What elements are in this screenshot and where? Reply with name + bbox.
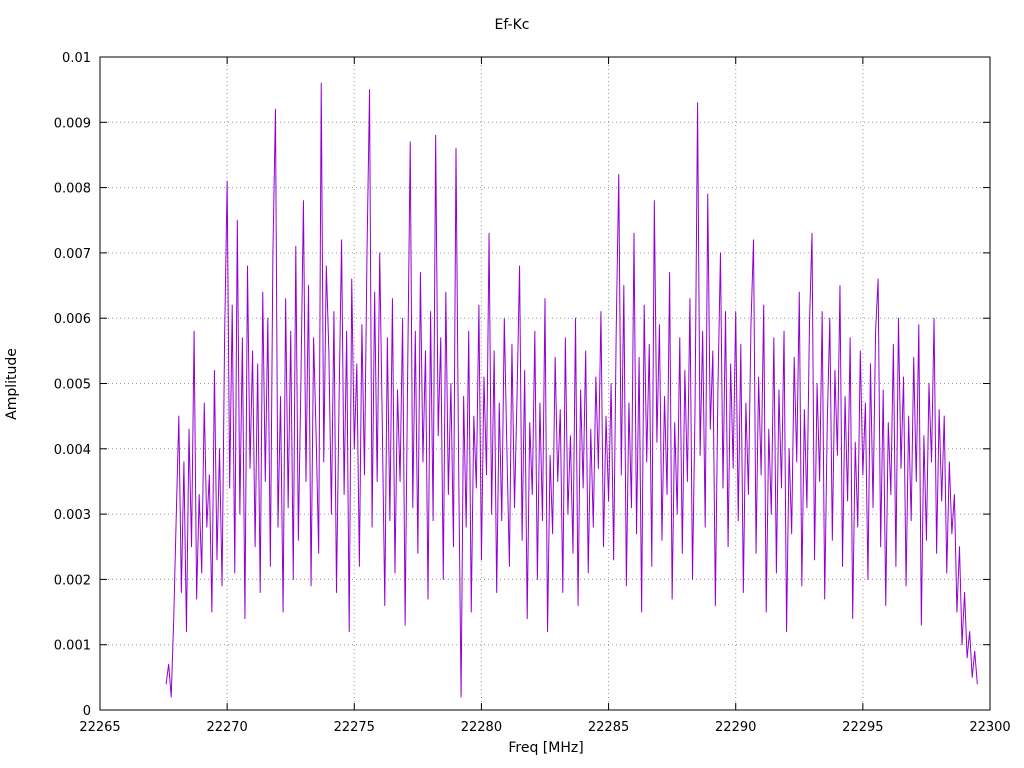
grid-layer [99, 56, 991, 711]
y-tick-label: 0.005 [54, 378, 91, 393]
y-tick-label: 0.009 [54, 116, 91, 131]
series-layer [165, 82, 978, 698]
y-tick-label: 0.007 [54, 247, 91, 262]
chart-title: Ef-Kc [495, 17, 530, 33]
y-tick-label: 0.01 [62, 51, 91, 66]
plot-border [99, 56, 991, 711]
y-tick-label: 0.006 [54, 312, 91, 327]
y-tick-label: 0.002 [54, 573, 91, 588]
y-axis-label: Amplitude [4, 348, 20, 420]
y-tick-label: 0.001 [54, 639, 91, 654]
x-tick-label: 22275 [334, 720, 375, 735]
axis-layer [99, 56, 991, 711]
x-tick-label: 22285 [588, 720, 629, 735]
x-tick-label: 22265 [79, 720, 120, 735]
y-tick-label: 0.008 [54, 182, 91, 197]
y-tick-label: 0 [83, 704, 91, 719]
data-series-line [165, 82, 978, 698]
x-tick-label: 22280 [461, 720, 502, 735]
x-tick-label: 22290 [715, 720, 756, 735]
x-tick-label: 22300 [969, 720, 1010, 735]
y-tick-label: 0.003 [54, 508, 91, 523]
x-axis-label: Freq [MHz] [508, 740, 583, 756]
y-tick-label: 0.004 [54, 443, 91, 458]
x-tick-label: 22295 [842, 720, 883, 735]
x-tick-label: 22270 [206, 720, 247, 735]
tick-label-layer: 22265 22270 22275 22280 22285 22290 22295 22300… [54, 51, 1011, 735]
